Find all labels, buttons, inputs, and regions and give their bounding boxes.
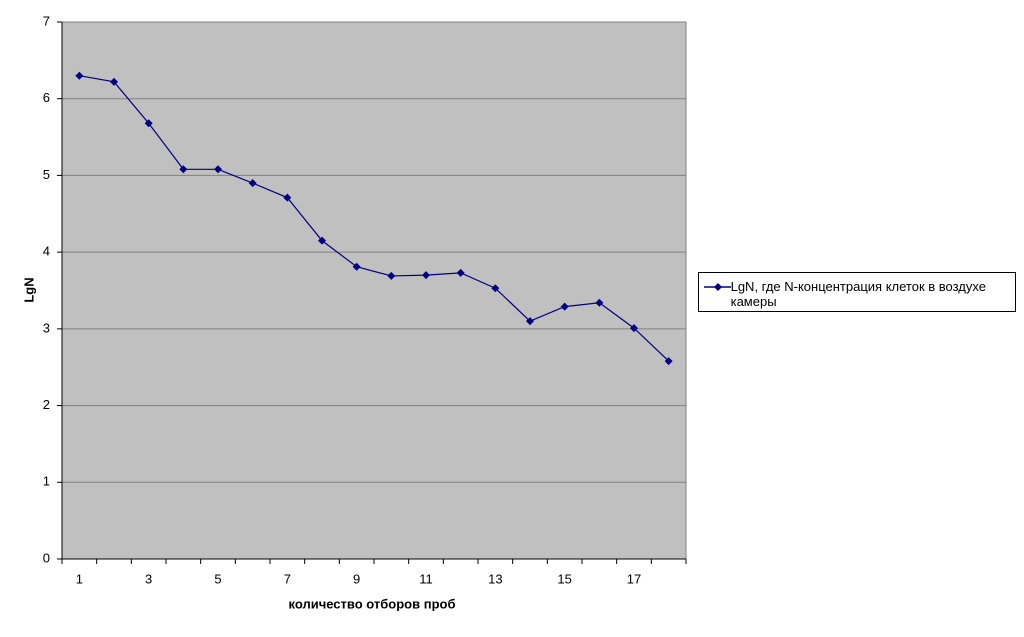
x-tick-label: 5 <box>214 571 221 586</box>
x-axis-title: количество отборов проб <box>289 596 456 611</box>
data-point <box>75 71 84 80</box>
data-point <box>630 324 638 333</box>
data-point <box>422 271 430 280</box>
x-tick-label: 1 <box>76 571 83 586</box>
data-point <box>110 77 118 86</box>
data-point <box>144 119 153 128</box>
data-point <box>491 284 500 293</box>
x-tick-label: 15 <box>557 571 571 586</box>
y-tick-label: 2 <box>43 397 50 412</box>
y-tick-label: 6 <box>43 90 50 105</box>
data-point <box>283 193 292 202</box>
x-tick-label: 13 <box>488 571 502 586</box>
data-point <box>387 271 396 280</box>
series-line <box>79 75 670 362</box>
y-axis-title: LgN <box>21 277 36 302</box>
x-tick-label: 3 <box>145 571 152 586</box>
data-point <box>248 179 257 188</box>
plot-area <box>61 21 687 560</box>
data-point <box>179 165 188 174</box>
data-point <box>456 268 465 277</box>
y-tick-label: 4 <box>43 244 50 259</box>
y-tick-label: 5 <box>43 167 50 182</box>
data-point <box>214 165 222 174</box>
y-tick-label: 0 <box>43 550 50 565</box>
data-point <box>560 302 569 311</box>
legend: LgN, где N-концентрация клеток в воздухе… <box>698 272 1016 312</box>
y-tick-label: 7 <box>43 13 50 28</box>
data-point <box>318 236 326 245</box>
y-tick-label: 3 <box>43 320 50 335</box>
x-tick-label: 11 <box>419 571 433 586</box>
legend-diamond <box>714 283 722 291</box>
data-point <box>664 357 673 366</box>
data-point <box>352 262 361 271</box>
legend-label: LgN, где N-концентрация клеток в воздухе… <box>730 279 986 309</box>
legend-marker <box>704 283 731 291</box>
data-point <box>526 317 534 326</box>
data-point <box>595 298 604 307</box>
x-tick-label: 9 <box>353 571 360 586</box>
y-tick-label: 1 <box>43 474 50 489</box>
x-tick-label: 17 <box>627 571 641 586</box>
x-tick-label: 7 <box>284 571 291 586</box>
